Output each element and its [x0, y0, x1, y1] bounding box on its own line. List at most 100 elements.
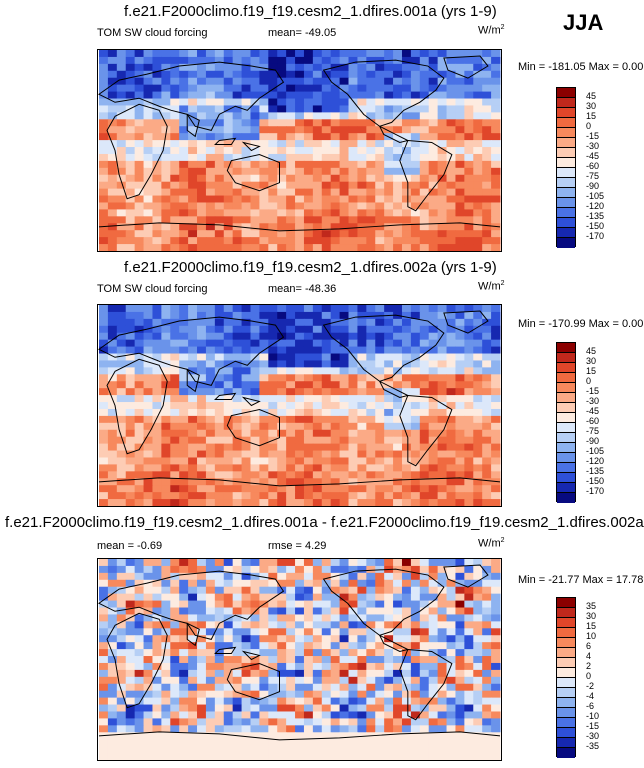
panel3-colorbar-labels: 35 30 15 10 6 4 2 0 -2 -4 -6 -10 -15 -30 -35	[586, 597, 626, 757]
colorbar-swatch	[557, 363, 575, 373]
colorbar-tick-label: -150	[586, 221, 605, 231]
panel1-units: W/m2	[478, 24, 505, 37]
colorbar-tick-label: -75	[586, 426, 600, 436]
map-field	[98, 50, 501, 251]
panel1-title: f.e21.F2000climo.f19_f19.cesm2_1.dfires.…	[124, 3, 497, 20]
colorbar-tick-label: -60	[586, 416, 600, 426]
colorbar-tick-label: 15	[586, 621, 597, 631]
colorbar-tick-label: -35	[586, 741, 600, 751]
colorbar-tick-label: -4	[586, 691, 595, 701]
panel2-map	[97, 304, 502, 507]
colorbar-swatch	[557, 698, 575, 708]
panel2-colorbar	[556, 342, 576, 503]
colorbar-swatch	[557, 618, 575, 628]
colorbar-swatch	[557, 88, 575, 98]
map-field	[98, 559, 501, 760]
colorbar-swatch	[557, 158, 575, 168]
panel2-mean-label: mean= -48.36	[268, 283, 337, 295]
panel3-rmse-label: rmse = 4.29	[268, 540, 327, 552]
colorbar-tick-label: 45	[586, 346, 597, 356]
colorbar-swatch	[557, 168, 575, 178]
colorbar-tick-label: 35	[586, 601, 597, 611]
colorbar-tick-label: -30	[586, 141, 600, 151]
panel3-colorbar	[556, 597, 576, 758]
panel1-minmax-label: Min = -181.05 Max = 0.00	[518, 61, 644, 73]
colorbar-swatch	[557, 238, 575, 248]
panel1-mean-label: mean= -49.05	[268, 27, 337, 39]
colorbar-tick-label: -105	[586, 446, 605, 456]
colorbar-swatch	[557, 108, 575, 118]
colorbar-swatch	[557, 393, 575, 403]
colorbar-tick-label: 0	[586, 121, 592, 131]
colorbar-tick-label: -10	[586, 711, 600, 721]
colorbar-swatch	[557, 748, 575, 758]
panel3-minmax-label: Min = -21.77 Max = 17.78	[518, 574, 644, 586]
colorbar-swatch	[557, 198, 575, 208]
colorbar-swatch	[557, 148, 575, 158]
colorbar-swatch	[557, 598, 575, 608]
colorbar-swatch	[557, 218, 575, 228]
colorbar-tick-label: 30	[586, 356, 597, 366]
colorbar-tick-label: -75	[586, 171, 600, 181]
colorbar-tick-label: 30	[586, 101, 597, 111]
colorbar-tick-label: 15	[586, 366, 597, 376]
colorbar-swatch	[557, 453, 575, 463]
season-label: JJA	[563, 10, 604, 35]
colorbar-tick-label: -90	[586, 436, 600, 446]
colorbar-tick-label: 30	[586, 611, 597, 621]
colorbar-tick-label: -15	[586, 131, 600, 141]
colorbar-tick-label: 45	[586, 91, 597, 101]
panel3-units: W/m2	[478, 537, 505, 550]
colorbar-swatch	[557, 718, 575, 728]
colorbar-swatch	[557, 668, 575, 678]
colorbar-swatch	[557, 738, 575, 748]
colorbar-tick-label: -135	[586, 211, 605, 221]
colorbar-swatch	[557, 658, 575, 668]
colorbar-tick-label: 4	[586, 651, 592, 661]
colorbar-tick-label: 6	[586, 641, 592, 651]
panel2-title: f.e21.F2000climo.f19_f19.cesm2_1.dfires.…	[124, 259, 497, 276]
colorbar-tick-label: 0	[586, 671, 592, 681]
panel1-variable-label: TOM SW cloud forcing	[97, 27, 208, 39]
colorbar-swatch	[557, 423, 575, 433]
panel2-variable-label: TOM SW cloud forcing	[97, 283, 208, 295]
colorbar-tick-label: -120	[586, 456, 605, 466]
colorbar-swatch	[557, 648, 575, 658]
colorbar-tick-label: -6	[586, 701, 595, 711]
panel1-colorbar-labels: 45 30 15 0 -15 -30 -45 -60 -75 -90 -105 -120 -135 -15…	[586, 87, 626, 247]
colorbar-tick-label: 0	[586, 376, 592, 386]
colorbar-swatch	[557, 98, 575, 108]
colorbar-tick-label: -170	[586, 486, 605, 496]
colorbar-tick-label: -170	[586, 231, 605, 241]
colorbar-swatch	[557, 628, 575, 638]
panel2-colorbar-labels: 45 30 15 0 -15 -30 -45 -60 -75 -90 -105 -120 -135 -15…	[586, 342, 626, 502]
colorbar-tick-label: -150	[586, 476, 605, 486]
colorbar-swatch	[557, 403, 575, 413]
colorbar-swatch	[557, 708, 575, 718]
panel2-minmax-label: Min = -170.99 Max = 0.00	[518, 318, 644, 330]
colorbar-swatch	[557, 188, 575, 198]
colorbar-swatch	[557, 443, 575, 453]
colorbar-tick-label: -90	[586, 181, 600, 191]
colorbar-tick-label: 10	[586, 631, 597, 641]
colorbar-tick-label: -135	[586, 466, 605, 476]
colorbar-swatch	[557, 128, 575, 138]
colorbar-swatch	[557, 483, 575, 493]
panel3-title: f.e21.F2000climo.f19_f19.cesm2_1.dfires.…	[5, 514, 644, 531]
colorbar-swatch	[557, 353, 575, 363]
colorbar-tick-label: -2	[586, 681, 595, 691]
colorbar-tick-label: -45	[586, 406, 600, 416]
colorbar-tick-label: -60	[586, 161, 600, 171]
colorbar-swatch	[557, 178, 575, 188]
colorbar-tick-label: -120	[586, 201, 605, 211]
colorbar-tick-label: 15	[586, 111, 597, 121]
colorbar-swatch	[557, 413, 575, 423]
colorbar-swatch	[557, 118, 575, 128]
colorbar-tick-label: 2	[586, 661, 592, 671]
colorbar-swatch	[557, 208, 575, 218]
colorbar-swatch	[557, 493, 575, 503]
colorbar-swatch	[557, 608, 575, 618]
colorbar-tick-label: -30	[586, 396, 600, 406]
panel1-colorbar	[556, 87, 576, 248]
colorbar-swatch	[557, 688, 575, 698]
